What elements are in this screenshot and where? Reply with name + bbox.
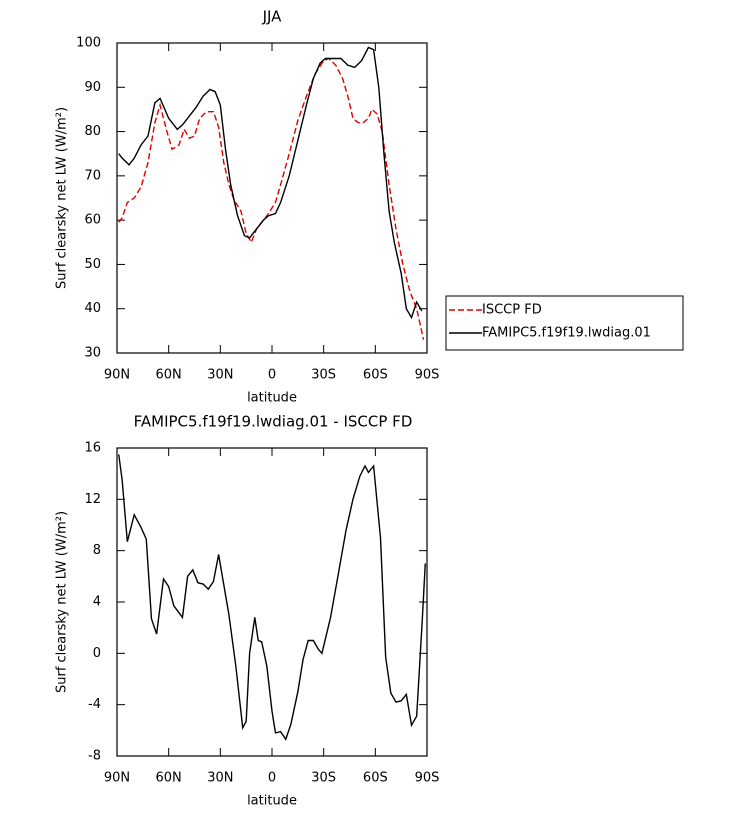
y-tick-label: 100 <box>76 36 101 51</box>
chart-title: FAMIPC5.f19f19.lwdiag.01 - ISCCP FD <box>134 413 413 431</box>
series-line <box>118 454 426 741</box>
y-axis-label: Surf clearsky net LW (W/m²) <box>55 511 70 693</box>
y-tick-label: 40 <box>84 301 101 316</box>
x-tick-label: 60S <box>363 771 388 786</box>
y-tick-label: 80 <box>84 124 101 139</box>
x-tick-label: 0 <box>268 368 276 383</box>
legend-label: FAMIPC5.f19f19.lwdiag.01 <box>482 326 651 341</box>
y-tick-label: 0 <box>93 646 101 661</box>
x-tick-label: 30N <box>207 368 233 383</box>
plot-frame <box>116 42 428 354</box>
x-axis-label: latitude <box>247 794 297 809</box>
y-tick-label: 60 <box>84 213 101 228</box>
x-tick-label: 90S <box>415 368 440 383</box>
y-tick-label: -4 <box>88 697 101 712</box>
legend-box <box>445 295 684 351</box>
y-tick-label: 50 <box>84 257 101 272</box>
x-tick-label: 30S <box>311 771 336 786</box>
y-tick-label: -8 <box>88 749 101 764</box>
chart-title: JJA <box>262 8 283 26</box>
series-line <box>118 57 425 340</box>
x-tick-label: 30S <box>311 368 336 383</box>
y-tick-label: 4 <box>93 595 101 610</box>
x-tick-label: 90N <box>104 771 130 786</box>
legend-label: ISCCP FD <box>482 303 542 318</box>
x-tick-label: 90S <box>415 771 440 786</box>
y-tick-label: 90 <box>84 80 101 95</box>
x-tick-label: 60S <box>363 368 388 383</box>
x-tick-label: 90N <box>104 368 130 383</box>
x-tick-label: 60N <box>156 368 182 383</box>
y-tick-label: 12 <box>84 492 101 507</box>
y-tick-label: 16 <box>84 441 101 456</box>
x-tick-label: 30N <box>207 771 233 786</box>
x-axis-label: latitude <box>247 391 297 406</box>
x-tick-label: 60N <box>156 771 182 786</box>
series-line <box>118 46 423 320</box>
y-tick-label: 70 <box>84 168 101 183</box>
y-tick-label: 30 <box>84 346 101 361</box>
y-axis-label: Surf clearsky net LW (W/m²) <box>55 107 70 289</box>
x-tick-label: 0 <box>268 771 276 786</box>
y-tick-label: 8 <box>93 543 101 558</box>
